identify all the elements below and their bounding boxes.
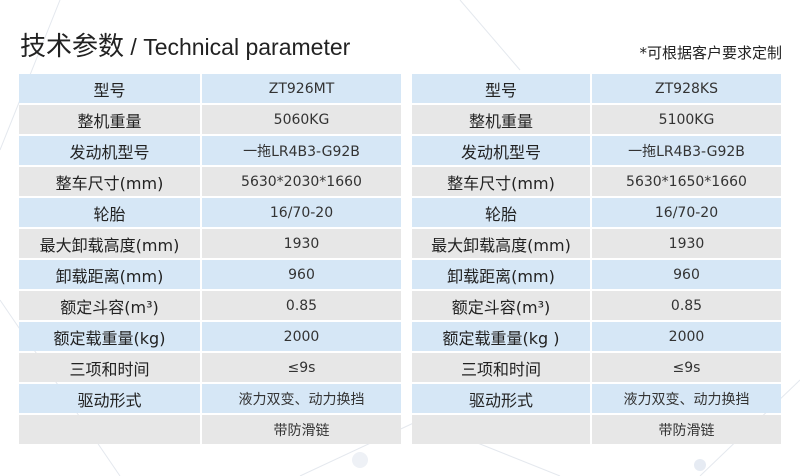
spec-value: ZT926MT	[202, 74, 401, 103]
spec-label: 最大卸载高度(mm)	[412, 229, 590, 258]
spec-value: 0.85	[592, 291, 781, 320]
table-row: 驱动形式 液力双变、动力换挡	[412, 384, 781, 413]
spec-value: 2000	[202, 322, 401, 351]
spec-value: 5060KG	[202, 105, 401, 134]
spec-label: 整机重量	[412, 105, 590, 134]
spec-label	[19, 415, 200, 444]
spec-value: 2000	[592, 322, 781, 351]
spec-label: 轮胎	[19, 198, 200, 227]
spec-label: 卸载距离(mm)	[19, 260, 200, 289]
table-row: 三项和时间 ≤9s	[412, 353, 781, 382]
spec-value: 960	[202, 260, 401, 289]
table-row: 整车尺寸(mm) 5630*1650*1660	[412, 167, 781, 196]
table-row: 轮胎 16/70-20	[19, 198, 401, 227]
spec-value: 5630*2030*1660	[202, 167, 401, 196]
table-row: 发动机型号 一拖LR4B3-G92B	[412, 136, 781, 165]
spec-value: 5630*1650*1660	[592, 167, 781, 196]
table-row: 整车尺寸(mm) 5630*2030*1660	[19, 167, 401, 196]
table-row: 额定载重量(kg) 2000	[19, 322, 401, 351]
spec-value: 带防滑链	[592, 415, 781, 444]
table-row: 发动机型号 一拖LR4B3-G92B	[19, 136, 401, 165]
spec-value: 一拖LR4B3-G92B	[592, 136, 781, 165]
spec-label: 额定斗容(m³)	[412, 291, 590, 320]
spec-value: 一拖LR4B3-G92B	[202, 136, 401, 165]
spec-label: 轮胎	[412, 198, 590, 227]
table-row: 型号 ZT928KS	[412, 74, 781, 103]
spec-label	[412, 415, 590, 444]
table-row: 额定斗容(m³) 0.85	[19, 291, 401, 320]
spec-value: ≤9s	[592, 353, 781, 382]
spec-label: 驱动形式	[412, 384, 590, 413]
page-title: 技术参数 / Technical parameter	[20, 26, 350, 63]
spec-label: 最大卸载高度(mm)	[19, 229, 200, 258]
table-row: 最大卸载高度(mm) 1930	[19, 229, 401, 258]
spec-label: 卸载距离(mm)	[412, 260, 590, 289]
table-row: 卸载距离(mm) 960	[19, 260, 401, 289]
spec-value: 5100KG	[592, 105, 781, 134]
spec-label: 驱动形式	[19, 384, 200, 413]
spec-label: 三项和时间	[412, 353, 590, 382]
spec-value: 液力双变、动力换挡	[202, 384, 401, 413]
title-english: Technical parameter	[143, 34, 351, 60]
title-chinese: 技术参数	[20, 32, 125, 62]
spec-label: 整机重量	[19, 105, 200, 134]
table-row: 整机重量 5060KG	[19, 105, 401, 134]
customization-note: *可根据客户要求定制	[639, 44, 782, 62]
table-row: 额定斗容(m³) 0.85	[412, 291, 781, 320]
spec-label: 发动机型号	[412, 136, 590, 165]
spec-value: ≤9s	[202, 353, 401, 382]
table-row: 额定载重量(kg ) 2000	[412, 322, 781, 351]
spec-label: 额定斗容(m³)	[19, 291, 200, 320]
spec-label: 额定载重量(kg)	[19, 322, 200, 351]
spec-value: 960	[592, 260, 781, 289]
spec-label: 额定载重量(kg )	[412, 322, 590, 351]
spec-value: 液力双变、动力换挡	[592, 384, 781, 413]
table-row: 轮胎 16/70-20	[412, 198, 781, 227]
table-row: 卸载距离(mm) 960	[412, 260, 781, 289]
table-row: 型号 ZT926MT	[19, 74, 401, 103]
spec-label: 整车尺寸(mm)	[412, 167, 590, 196]
table-row: 三项和时间 ≤9s	[19, 353, 401, 382]
spec-table-zt928ks: 型号 ZT928KS 整机重量 5100KG 发动机型号 一拖LR4B3-G92B 整车尺寸…	[410, 72, 783, 446]
title-separator: /	[124, 34, 144, 60]
spec-label: 整车尺寸(mm)	[19, 167, 200, 196]
spec-value: 1930	[592, 229, 781, 258]
table-row: 最大卸载高度(mm) 1930	[412, 229, 781, 258]
spec-value: 带防滑链	[202, 415, 401, 444]
table-row: 驱动形式 液力双变、动力换挡	[19, 384, 401, 413]
table-row: 带防滑链	[19, 415, 401, 444]
spec-label: 三项和时间	[19, 353, 200, 382]
spec-value: 16/70-20	[202, 198, 401, 227]
spec-value: 1930	[202, 229, 401, 258]
spec-label: 型号	[19, 74, 200, 103]
spec-value: 0.85	[202, 291, 401, 320]
spec-value: ZT928KS	[592, 74, 781, 103]
table-row: 带防滑链	[412, 415, 781, 444]
table-row: 整机重量 5100KG	[412, 105, 781, 134]
spec-label: 型号	[412, 74, 590, 103]
spec-table-zt926mt: 型号 ZT926MT 整机重量 5060KG 发动机型号 一拖LR4B3-G92B 整车尺寸…	[17, 72, 403, 446]
spec-value: 16/70-20	[592, 198, 781, 227]
spec-label: 发动机型号	[19, 136, 200, 165]
